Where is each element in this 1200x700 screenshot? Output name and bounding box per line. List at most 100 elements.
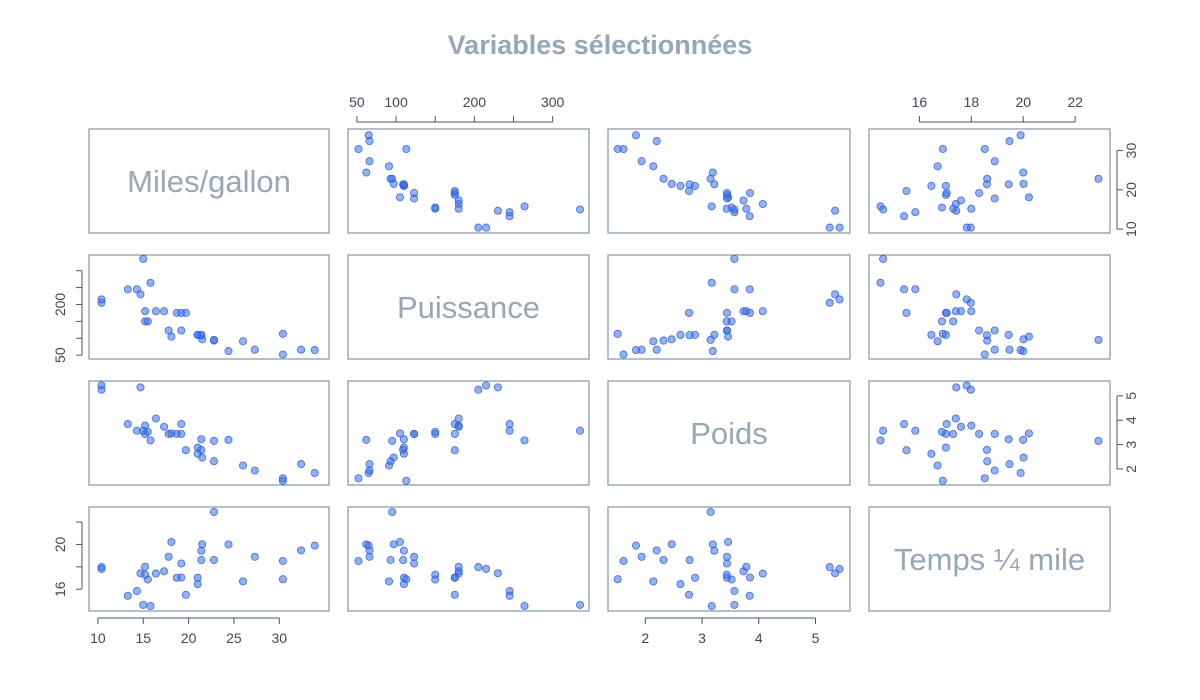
point-mpg-vs-qsec-27 [938,144,947,154]
panel-qsec-vs-qsec [868,506,1111,612]
point-mpg-vs-hp-5 [395,193,405,202]
point-mpg-vs-qsec-0 [927,181,936,190]
point-mpg-vs-wt-8 [706,174,715,183]
point-wt-vs-qsec-3 [1004,435,1013,444]
panel-wt-vs-hp [347,380,590,486]
tick-label-qsec-18: 18 [964,94,980,110]
vtick-label-wt-3: 3 [1123,440,1139,448]
point-qsec-vs-mpg-28 [146,601,155,611]
point-hp-vs-qsec-23 [900,285,909,294]
point-hp-vs-qsec-29 [902,308,911,317]
point-wt-vs-mpg-30 [139,426,148,435]
point-wt-vs-hp-4 [450,429,459,438]
point-mpg-vs-hp-12 [454,196,463,205]
point-qsec-vs-wt-2 [659,555,668,565]
point-mpg-vs-hp-16 [493,206,502,215]
point-mpg-vs-wt-30 [730,205,739,214]
point-wt-vs-mpg-24 [177,419,186,429]
point-qsec-vs-mpg-19 [310,541,319,550]
point-qsec-vs-wt-1 [690,573,700,582]
tick-label-wt-4: 4 [755,630,763,646]
point-mpg-vs-qsec-24 [942,188,951,198]
point-hp-vs-wt-30 [730,254,739,263]
point-mpg-vs-hp-18 [354,144,363,154]
point-mpg-vs-hp-27 [402,144,411,154]
point-qsec-vs-mpg-10 [164,552,173,561]
point-qsec-vs-wt-17 [652,546,661,555]
point-hp-vs-wt-7 [708,347,717,356]
point-hp-vs-qsec-17 [1005,345,1014,354]
point-wt-vs-qsec-27 [938,476,947,485]
point-hp-vs-qsec-15 [962,295,971,304]
point-hp-vs-mpg-27 [278,329,287,338]
diagonal-label-qsec: Temps ¼ mile [894,542,1085,577]
point-wt-vs-mpg-17 [297,460,306,469]
point-qsec-vs-wt-11 [758,569,767,578]
point-wt-vs-qsec-31 [982,445,991,454]
point-wt-vs-qsec-11 [951,414,960,423]
point-mpg-vs-wt-24 [745,188,755,198]
point-qsec-vs-wt-23 [745,591,754,600]
point-hp-vs-qsec-31 [982,331,991,340]
point-mpg-vs-wt-29 [684,186,694,196]
point-qsec-vs-hp-15 [482,564,491,573]
point-qsec-vs-mpg-20 [198,540,207,549]
point-qsec-vs-hp-30 [576,600,585,609]
point-mpg-vs-qsec-17 [1005,137,1014,146]
point-qsec-vs-hp-14 [474,563,483,572]
tick-label-qsec-20: 20 [1015,94,1031,110]
point-wt-vs-mpg-16 [136,383,145,392]
point-wt-vs-mpg-31 [197,445,206,454]
point-qsec-vs-mpg-23 [123,591,132,600]
point-hp-vs-mpg-12 [160,307,169,316]
point-qsec-vs-mpg-30 [139,600,148,609]
point-hp-vs-mpg-10 [164,326,173,335]
tick-label-hp-200: 200 [463,94,487,110]
point-qsec-vs-wt-9 [722,559,732,568]
point-mpg-vs-hp-28 [520,202,529,211]
point-mpg-vs-wt-0 [676,181,685,190]
point-wt-vs-mpg-15 [97,381,106,390]
panel-hp-vs-hp [347,254,590,360]
point-wt-vs-hp-8 [388,436,397,445]
point-mpg-vs-wt-11 [758,199,767,209]
point-hp-vs-mpg-18 [278,350,287,359]
point-qsec-vs-wt-29 [684,590,694,599]
point-qsec-vs-hp-9 [410,559,419,568]
point-mpg-vs-wt-27 [613,144,622,154]
panel-wt-vs-qsec [868,380,1111,486]
point-qsec-vs-wt-27 [613,575,622,584]
point-mpg-vs-hp-10 [410,194,419,203]
point-hp-vs-mpg-9 [177,326,186,335]
point-wt-vs-mpg-27 [278,476,287,485]
point-qsec-vs-mpg-26 [238,577,248,586]
point-wt-vs-qsec-5 [1024,429,1033,438]
point-qsec-vs-hp-10 [410,552,419,561]
point-hp-vs-qsec-8 [1094,335,1103,344]
point-wt-vs-qsec-17 [1005,460,1014,469]
point-wt-vs-qsec-6 [911,426,920,435]
vtick-label-qsec-20: 20 [52,536,68,552]
panel-wt-vs-mpg [88,380,330,486]
tick-label-mpg-30: 30 [272,630,288,646]
point-wt-vs-qsec-16 [952,383,961,392]
point-qsec-vs-mpg-31 [197,556,206,565]
point-qsec-vs-mpg-9 [177,559,186,568]
point-mpg-vs-qsec-26 [933,162,942,171]
point-mpg-vs-wt-19 [631,131,641,140]
point-qsec-vs-mpg-22 [141,570,150,579]
point-wt-vs-mpg-3 [197,435,206,444]
vtick-label-qsec-16: 16 [52,581,68,597]
point-qsec-vs-mpg-15 [97,564,106,573]
point-wt-vs-hp-26 [384,461,394,470]
point-hp-vs-qsec-26 [933,337,942,346]
point-wt-vs-hp-27 [402,476,411,485]
point-mpg-vs-wt-31 [685,180,694,189]
point-mpg-vs-wt-10 [722,194,732,203]
point-qsec-vs-mpg-6 [132,586,141,596]
point-wt-vs-qsec-28 [876,436,885,445]
point-mpg-vs-wt-26 [649,162,658,171]
point-hp-vs-qsec-13 [967,307,976,316]
point-hp-vs-wt-6 [730,285,739,294]
point-wt-vs-qsec-23 [900,420,909,429]
